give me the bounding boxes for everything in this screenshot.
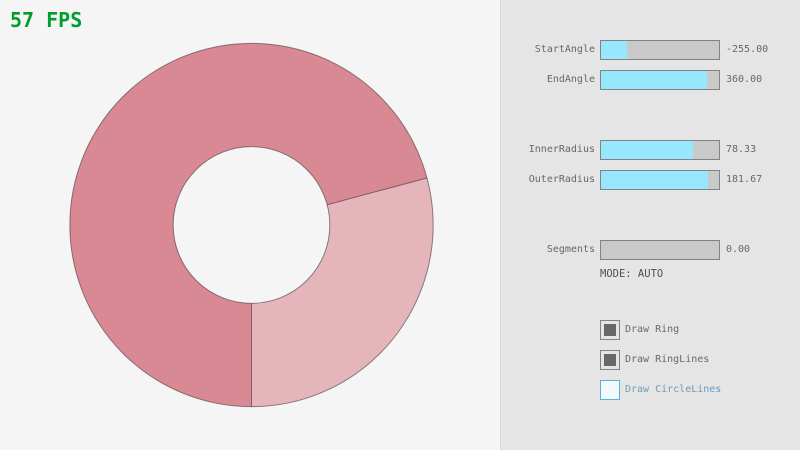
ring-sector-single-pass <box>251 177 434 407</box>
draw-circlelines-checkbox[interactable] <box>600 380 620 400</box>
draw-ringlines-label: Draw RingLines <box>625 354 710 365</box>
draw-circlelines-row: Draw CircleLines <box>600 380 800 400</box>
draw-ringlines-checkbox[interactable] <box>600 350 620 370</box>
endangle-value: 360.00 <box>726 74 763 85</box>
segments-label: Segments <box>546 244 595 255</box>
draw-ring-label: Draw Ring <box>625 324 680 335</box>
outerradius-row: OuterRadius 181.67 <box>0 170 800 190</box>
startangle-row: StartAngle -255.00 <box>0 40 800 60</box>
innerradius-sliderbar[interactable] <box>600 140 720 160</box>
innerradius-row: InnerRadius 78.33 <box>0 140 800 160</box>
ring-inner-outline <box>172 146 331 304</box>
segments-sliderbar[interactable] <box>600 240 720 260</box>
startangle-slider-fill <box>601 41 627 59</box>
draw-ringlines-row: Draw RingLines <box>600 350 800 370</box>
startangle-value: -255.00 <box>726 44 769 55</box>
checkmark-square-icon <box>604 324 616 336</box>
startangle-label: StartAngle <box>534 44 595 55</box>
fps-counter: 57 FPS <box>10 8 83 32</box>
draw-ring-checkbox[interactable] <box>600 320 620 340</box>
outerradius-label: OuterRadius <box>528 174 595 185</box>
innerradius-value: 78.33 <box>726 144 757 155</box>
outerradius-value: 181.67 <box>726 174 763 185</box>
ring-outer-outline <box>69 42 434 408</box>
innerradius-label: InnerRadius <box>528 144 595 155</box>
checkmark-square-icon <box>604 354 616 366</box>
segments-value: 0.00 <box>726 244 751 255</box>
outerradius-sliderbar[interactable] <box>600 170 720 190</box>
endangle-slider-fill <box>601 71 708 89</box>
segments-mode-label: MODE: AUTO <box>600 268 664 280</box>
endangle-label: EndAngle <box>546 74 595 85</box>
draw-ring-row: Draw Ring <box>600 320 800 340</box>
outerradius-slider-fill <box>601 171 709 189</box>
draw-circlelines-label: Draw CircleLines <box>625 384 722 395</box>
startangle-sliderbar[interactable] <box>600 40 720 60</box>
segments-row: Segments 0.00 <box>0 240 800 260</box>
endangle-sliderbar[interactable] <box>600 70 720 90</box>
ring-start-angle-line <box>327 177 428 206</box>
innerradius-slider-fill <box>601 141 694 159</box>
endangle-row: EndAngle 360.00 <box>0 70 800 90</box>
